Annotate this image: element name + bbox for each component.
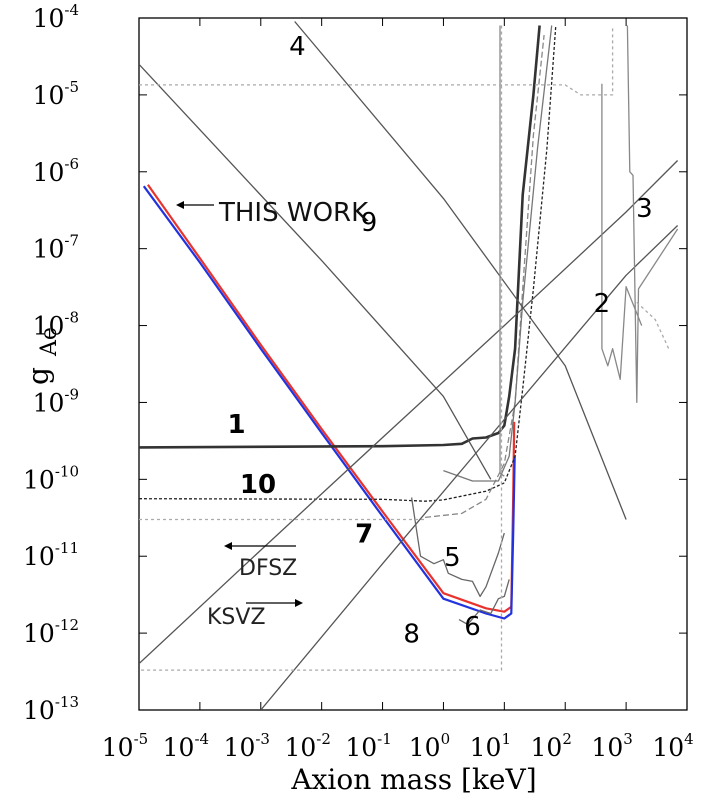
x-tick-label: 10-5 bbox=[102, 730, 148, 762]
this-work-arrow-head bbox=[176, 201, 184, 209]
region-label-2: 2 bbox=[594, 289, 611, 319]
x-tick-label: 102 bbox=[531, 730, 572, 762]
x-tick-exponent: -2 bbox=[316, 730, 331, 748]
region-labels: 1 2 3 4 5 6 7 8 9 10 bbox=[228, 32, 653, 650]
ksvz-label: KSVZ bbox=[207, 605, 266, 630]
x-tick-label: 10-1 bbox=[345, 730, 391, 762]
series-line-9 bbox=[139, 160, 679, 665]
plot-frame bbox=[138, 17, 688, 711]
series-line-8 bbox=[294, 21, 627, 520]
x-tick-exponent: 2 bbox=[562, 730, 572, 748]
y-tick-exponent: -13 bbox=[55, 693, 79, 711]
dfsz-arrow-head bbox=[224, 542, 232, 550]
y-tick-label: 10-12 bbox=[23, 616, 79, 648]
y-axis-title: g Ae bbox=[22, 327, 62, 385]
y-tick-label: 10-7 bbox=[33, 232, 79, 264]
y-tick-label: 10-5 bbox=[33, 78, 79, 110]
y-axis-title-sub: Ae bbox=[37, 327, 62, 357]
y-tick-exponent: -10 bbox=[55, 462, 79, 480]
y-tick-label: 10-6 bbox=[33, 155, 79, 187]
series-line-6 bbox=[443, 25, 553, 482]
this-work-label: THIS WORK bbox=[218, 198, 369, 228]
x-tick-label: 10-2 bbox=[284, 730, 330, 762]
y-tick-exponent: -7 bbox=[64, 232, 79, 250]
y-axis-title-main: g bbox=[22, 367, 55, 385]
x-tick-exponent: -3 bbox=[255, 730, 270, 748]
x-tick-exponent: -1 bbox=[377, 730, 392, 748]
x-tick-exponent: -4 bbox=[194, 730, 209, 748]
dfsz-label: DFSZ bbox=[239, 556, 297, 581]
region-label-10: 10 bbox=[240, 470, 276, 500]
series-layer bbox=[139, 21, 679, 710]
x-tick-exponent: 0 bbox=[441, 730, 451, 748]
y-tick-label: 10-10 bbox=[23, 462, 79, 494]
region-label-9: 9 bbox=[361, 208, 378, 238]
series-line-7 bbox=[139, 63, 492, 480]
region-label-5: 5 bbox=[444, 543, 461, 573]
series-line-3 bbox=[139, 25, 541, 449]
series-line-4 bbox=[139, 25, 557, 502]
series-line-19 bbox=[636, 301, 670, 349]
series-line-16 bbox=[139, 25, 614, 96]
y-tick-label: 10-9 bbox=[33, 385, 79, 417]
series-line-2 bbox=[142, 185, 516, 620]
y-tick-exponent: -9 bbox=[64, 385, 79, 403]
series-line-14 bbox=[626, 25, 679, 404]
region-label-1: 1 bbox=[228, 410, 246, 440]
y-tick-exponent: -6 bbox=[64, 155, 79, 173]
y-tick-exponent: -5 bbox=[64, 78, 79, 96]
x-tick-exponent: -5 bbox=[134, 730, 149, 748]
region-label-6: 6 bbox=[464, 612, 481, 642]
series-line-17 bbox=[139, 25, 503, 671]
y-tick-exponent: -4 bbox=[64, 1, 79, 19]
x-tick-label: 101 bbox=[470, 730, 511, 762]
axis-ticks: 10-5 10-4 10-3 10-2 10-1 100 101 102 103 10410-13… bbox=[23, 1, 694, 762]
region-label-4: 4 bbox=[289, 32, 306, 62]
x-tick-exponent: 3 bbox=[623, 730, 633, 748]
x-tick-label: 100 bbox=[409, 730, 450, 762]
y-tick-exponent: -12 bbox=[55, 616, 79, 634]
series-line-12 bbox=[458, 579, 510, 626]
region-label-7: 7 bbox=[355, 520, 373, 550]
series-line-11 bbox=[410, 497, 505, 598]
x-tick-label: 10-4 bbox=[163, 730, 209, 762]
series-line-15 bbox=[601, 83, 643, 380]
region-label-8: 8 bbox=[403, 620, 420, 650]
x-axis-title: Axion mass [keV] bbox=[290, 763, 536, 796]
x-tick-exponent: 4 bbox=[684, 730, 694, 748]
x-tick-label: 103 bbox=[591, 730, 632, 762]
x-tick-label: 10-3 bbox=[224, 730, 270, 762]
ksvz-arrow-head bbox=[295, 599, 303, 607]
y-tick-label: 10-4 bbox=[33, 1, 79, 33]
region-label-3: 3 bbox=[636, 194, 653, 224]
series-line-10 bbox=[260, 225, 679, 710]
y-tick-label: 10-13 bbox=[23, 693, 79, 725]
y-tick-exponent: -11 bbox=[55, 539, 79, 557]
series-line-5 bbox=[425, 35, 545, 519]
series-line-13 bbox=[499, 25, 505, 477]
y-tick-exponent: -8 bbox=[64, 309, 79, 327]
y-tick-label: 10-11 bbox=[23, 539, 79, 571]
x-tick-label: 104 bbox=[652, 730, 693, 762]
x-tick-exponent: 1 bbox=[501, 730, 511, 748]
